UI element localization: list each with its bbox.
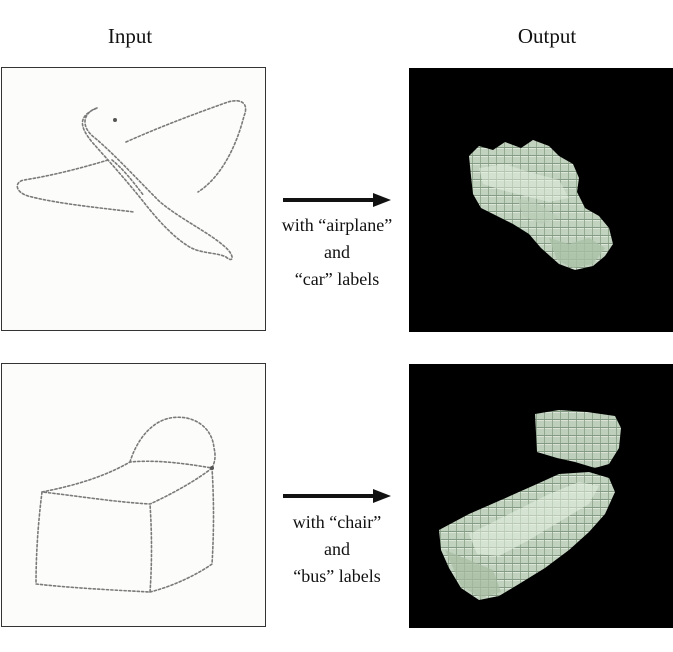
row2-caption-line3: “bus” labels — [293, 566, 381, 586]
row1-caption-line1: with “airplane” — [281, 215, 393, 235]
chair-sketch-panel — [1, 363, 266, 627]
airplane-sketch-drawing — [16, 100, 247, 261]
voxel-bus-chair-render-image — [439, 410, 621, 600]
row1-caption-line3: “car” labels — [294, 269, 380, 289]
input-column-header: Input — [107, 24, 153, 48]
chair-sketch-drawing — [35, 416, 216, 593]
voxel-bus-chair-render-panel — [409, 364, 673, 628]
voxel-car-render-image — [469, 140, 613, 270]
row1-arrow-icon — [283, 193, 391, 207]
row2-caption-line2: and — [324, 539, 350, 559]
voxel-car-render-panel — [409, 68, 673, 332]
row1-caption: with “airplane” and “car” labels — [262, 212, 412, 293]
output-column-header: Output — [517, 24, 577, 48]
row2-caption-line1: with “chair” — [292, 512, 382, 532]
row2-arrow-icon — [283, 489, 391, 503]
airplane-sketch-panel — [1, 67, 266, 331]
row2-caption: with “chair” and “bus” labels — [262, 509, 412, 590]
row1-caption-line2: and — [324, 242, 350, 262]
